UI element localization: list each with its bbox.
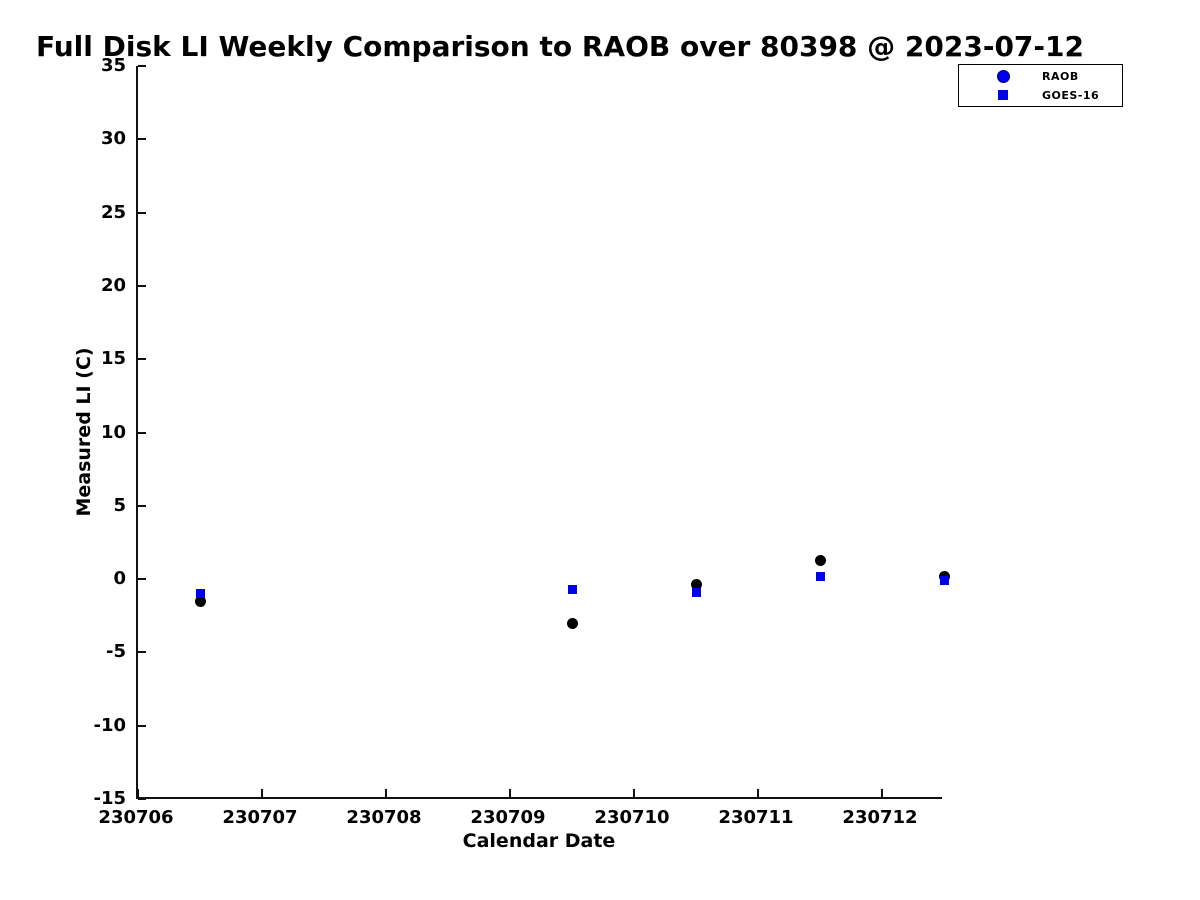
y-tick-label: 10 — [100, 421, 126, 443]
y-tick — [138, 578, 146, 581]
x-tick-label: 230710 — [594, 807, 670, 828]
raob-data-point — [566, 617, 578, 629]
x-tick — [261, 789, 263, 797]
goes16-data-point — [195, 589, 205, 599]
legend-label-raob: RAOB — [1042, 69, 1079, 83]
x-tick — [633, 789, 635, 797]
x-tick — [509, 789, 511, 797]
raob-data-point — [194, 595, 206, 607]
x-tick — [881, 789, 883, 797]
chart-title: Full Disk LI Weekly Comparison to RAOB o… — [36, 30, 1085, 63]
raob-data-point — [690, 579, 702, 591]
x-axis-label: Calendar Date — [462, 830, 616, 852]
y-tick-label: 30 — [100, 128, 126, 150]
y-tick — [138, 798, 146, 800]
y-tick-label: 0 — [113, 568, 126, 590]
y-tick-label: 20 — [100, 274, 126, 296]
plot-area — [136, 65, 950, 800]
y-tick — [138, 211, 146, 214]
y-tick-label: 25 — [100, 201, 126, 223]
x-tick-label: 230712 — [842, 807, 918, 828]
x-tick-label: 230709 — [470, 807, 546, 828]
legend-item-raob: RAOB — [959, 68, 1122, 85]
x-tick-label: 230706 — [98, 807, 174, 828]
y-tick-label: 5 — [113, 494, 126, 516]
y-tick — [138, 284, 146, 287]
goes16-square-marker-icon — [998, 90, 1008, 100]
legend-item-goes16: GOES-16 — [959, 87, 1122, 104]
x-tick-label: 230707 — [222, 807, 298, 828]
x-tick-label: 230711 — [718, 807, 794, 828]
legend-marker-wrap — [996, 69, 1010, 83]
y-tick — [138, 358, 146, 361]
y-tick — [138, 651, 146, 654]
goes16-data-point — [815, 571, 825, 581]
y-tick — [138, 504, 146, 507]
goes16-data-point — [567, 584, 577, 594]
y-tick-label: 35 — [100, 55, 126, 76]
x-tick — [757, 789, 759, 797]
raob-data-point — [814, 554, 826, 566]
y-tick-label: -15 — [93, 788, 126, 809]
y-tick — [138, 431, 146, 434]
legend: RAOB GOES-16 — [958, 64, 1123, 107]
goes16-data-point — [691, 587, 701, 597]
x-tick — [385, 789, 387, 797]
y-tick-label: 15 — [100, 348, 126, 370]
y-tick — [138, 724, 146, 727]
legend-label-goes16: GOES-16 — [1042, 88, 1100, 102]
x-tick-label: 230708 — [346, 807, 422, 828]
legend-marker-wrap — [996, 90, 1010, 100]
x-tick — [137, 789, 139, 797]
goes16-data-point — [939, 576, 949, 586]
y-tick — [138, 65, 146, 67]
y-tick-label: -10 — [93, 714, 126, 736]
y-tick-label: -5 — [106, 641, 126, 663]
y-tick — [138, 138, 146, 141]
raob-circle-marker-icon — [996, 69, 1010, 83]
